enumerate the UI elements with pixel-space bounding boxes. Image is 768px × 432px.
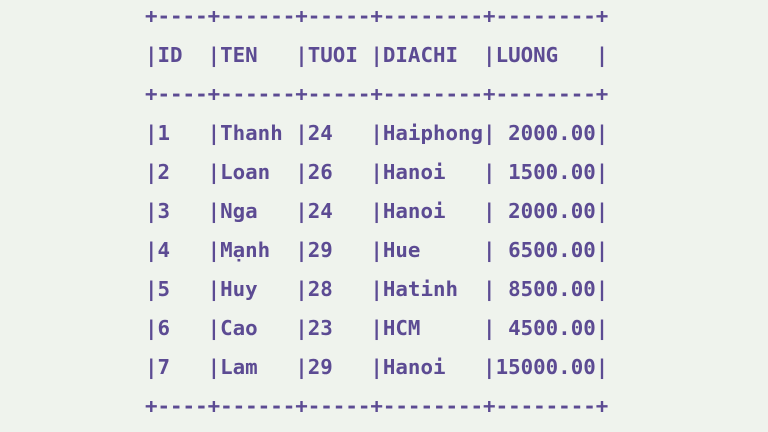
table-row: |4 |Mạnh |29 |Hue | 6500.00| [145, 238, 609, 262]
table-row: |2 |Loan |26 |Hanoi | 1500.00| [145, 160, 609, 184]
table-row: |3 |Nga |24 |Hanoi | 2000.00| [145, 199, 609, 223]
table-row: |5 |Huy |28 |Hatinh | 8500.00| [145, 277, 609, 301]
sql-result-table: +----+------+-----+--------+--------+ |I… [145, 0, 608, 426]
table-row: |1 |Thanh |24 |Haiphong| 2000.00| [145, 121, 609, 145]
table-border-bottom: +----+------+-----+--------+--------+ [145, 394, 609, 418]
table-header-row: |ID |TEN |TUOI |DIACHI |LUONG | [145, 43, 609, 67]
table-border-top: +----+------+-----+--------+--------+ [145, 4, 609, 28]
table-row: |7 |Lam |29 |Hanoi |15000.00| [145, 355, 609, 379]
table-header-border: +----+------+-----+--------+--------+ [145, 82, 609, 106]
table-row: |6 |Cao |23 |HCM | 4500.00| [145, 316, 609, 340]
